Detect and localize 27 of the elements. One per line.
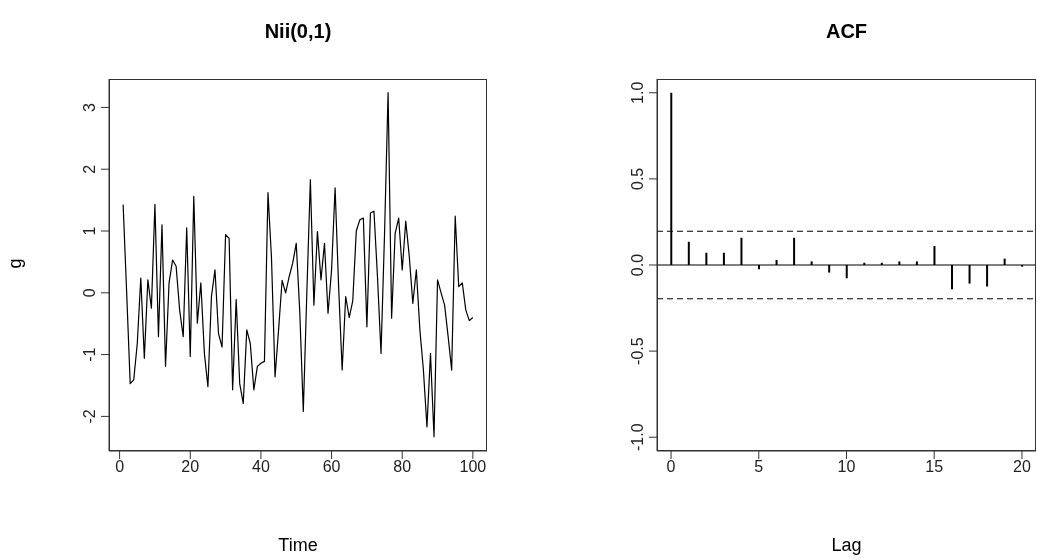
x-tick-label: 40 bbox=[252, 458, 270, 476]
x-tick-label: 0 bbox=[115, 458, 125, 476]
y-tick-label: 0.0 bbox=[629, 253, 646, 277]
y-tick-label: 1.0 bbox=[629, 81, 646, 104]
chart-title: Nii(0,1) bbox=[263, 20, 333, 43]
y-axis-title: g bbox=[4, 258, 26, 269]
x-tick-label: 80 bbox=[393, 458, 412, 476]
x-axis-title: Time bbox=[277, 535, 319, 556]
x-axis-title: Lag bbox=[830, 535, 863, 556]
x-tick-label: 5 bbox=[754, 458, 764, 476]
x-tick-label: 0 bbox=[666, 458, 676, 476]
y-tick-label: 1 bbox=[81, 226, 98, 236]
y-tick-label: 0 bbox=[81, 288, 98, 298]
x-tick-label: 10 bbox=[837, 458, 856, 476]
x-tick-label: 100 bbox=[459, 458, 487, 476]
x-tick-label: 15 bbox=[925, 458, 944, 476]
x-tick-label: 20 bbox=[1013, 458, 1031, 476]
y-tick-label: -1.0 bbox=[629, 423, 646, 452]
y-tick-label: -0.5 bbox=[629, 337, 646, 365]
y-tick-label: 2 bbox=[81, 164, 98, 174]
x-tick-label: 60 bbox=[322, 458, 341, 476]
x-tick-label: 20 bbox=[181, 458, 200, 476]
y-tick-label: 0.5 bbox=[629, 167, 646, 191]
y-tick-label: -1 bbox=[81, 347, 98, 362]
y-tick-label: 3 bbox=[81, 102, 98, 112]
y-tick-label: -2 bbox=[81, 409, 98, 424]
chart-title: ACF bbox=[824, 20, 869, 43]
